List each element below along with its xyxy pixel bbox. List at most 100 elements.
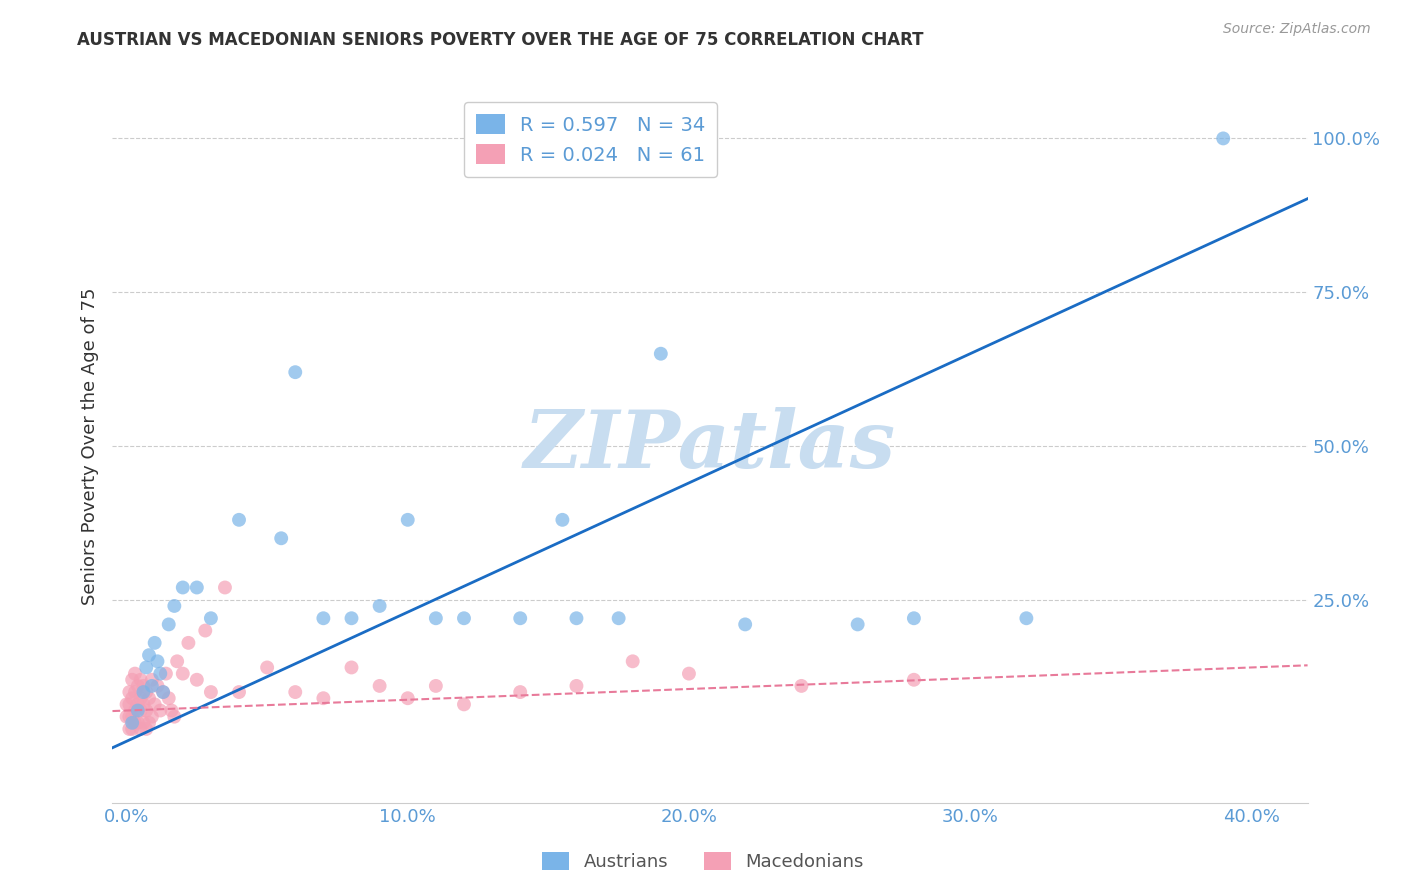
- Point: [135, 722, 157, 736]
- Point: [903, 673, 925, 687]
- Point: [124, 704, 146, 718]
- Point: [163, 709, 186, 723]
- Point: [284, 685, 307, 699]
- Text: ZIPatlas: ZIPatlas: [524, 408, 896, 484]
- Point: [121, 691, 143, 706]
- Point: [177, 636, 200, 650]
- Point: [141, 673, 163, 687]
- Point: [152, 685, 174, 699]
- Point: [607, 611, 630, 625]
- Point: [138, 691, 160, 706]
- Point: [132, 679, 155, 693]
- Point: [678, 666, 700, 681]
- Point: [135, 704, 157, 718]
- Point: [340, 611, 363, 625]
- Point: [903, 611, 925, 625]
- Point: [284, 365, 307, 379]
- Point: [118, 709, 141, 723]
- Point: [115, 709, 138, 723]
- Point: [143, 698, 166, 712]
- Point: [149, 704, 172, 718]
- Point: [157, 691, 180, 706]
- Point: [228, 513, 250, 527]
- Point: [565, 611, 588, 625]
- Point: [124, 666, 146, 681]
- Point: [270, 531, 292, 545]
- Point: [425, 679, 447, 693]
- Point: [368, 679, 391, 693]
- Point: [157, 617, 180, 632]
- Point: [152, 685, 174, 699]
- Point: [621, 654, 644, 668]
- Point: [396, 513, 419, 527]
- Point: [256, 660, 278, 674]
- Point: [127, 679, 149, 693]
- Point: [129, 722, 152, 736]
- Text: Source: ZipAtlas.com: Source: ZipAtlas.com: [1223, 22, 1371, 37]
- Point: [565, 679, 588, 693]
- Point: [1015, 611, 1038, 625]
- Point: [138, 648, 160, 662]
- Legend: R = 0.597   N = 34, R = 0.024   N = 61: R = 0.597 N = 34, R = 0.024 N = 61: [464, 103, 717, 177]
- Point: [312, 611, 335, 625]
- Point: [118, 685, 141, 699]
- Point: [141, 679, 163, 693]
- Point: [509, 685, 531, 699]
- Point: [121, 715, 143, 730]
- Point: [846, 617, 869, 632]
- Point: [166, 654, 188, 668]
- Point: [340, 660, 363, 674]
- Point: [121, 673, 143, 687]
- Point: [650, 347, 672, 361]
- Point: [734, 617, 756, 632]
- Point: [129, 673, 152, 687]
- Point: [121, 709, 143, 723]
- Legend: Austrians, Macedonians: Austrians, Macedonians: [534, 845, 872, 879]
- Point: [172, 666, 194, 681]
- Point: [368, 599, 391, 613]
- Point: [127, 704, 149, 718]
- Point: [132, 685, 155, 699]
- Point: [135, 660, 157, 674]
- Point: [121, 722, 143, 736]
- Point: [1212, 131, 1234, 145]
- Point: [186, 581, 208, 595]
- Point: [551, 513, 574, 527]
- Point: [425, 611, 447, 625]
- Point: [149, 666, 172, 681]
- Point: [155, 666, 177, 681]
- Point: [138, 715, 160, 730]
- Point: [127, 715, 149, 730]
- Point: [200, 611, 222, 625]
- Point: [790, 679, 813, 693]
- Point: [160, 704, 183, 718]
- Point: [396, 691, 419, 706]
- Point: [132, 715, 155, 730]
- Point: [132, 698, 155, 712]
- Point: [200, 685, 222, 699]
- Point: [453, 611, 475, 625]
- Point: [118, 722, 141, 736]
- Point: [127, 698, 149, 712]
- Point: [141, 709, 163, 723]
- Point: [186, 673, 208, 687]
- Point: [135, 685, 157, 699]
- Point: [146, 679, 169, 693]
- Point: [118, 698, 141, 712]
- Point: [115, 698, 138, 712]
- Point: [124, 685, 146, 699]
- Text: AUSTRIAN VS MACEDONIAN SENIORS POVERTY OVER THE AGE OF 75 CORRELATION CHART: AUSTRIAN VS MACEDONIAN SENIORS POVERTY O…: [77, 31, 924, 49]
- Point: [143, 636, 166, 650]
- Point: [214, 581, 236, 595]
- Point: [172, 581, 194, 595]
- Point: [124, 715, 146, 730]
- Point: [509, 611, 531, 625]
- Point: [129, 691, 152, 706]
- Point: [146, 654, 169, 668]
- Point: [129, 704, 152, 718]
- Point: [453, 698, 475, 712]
- Point: [228, 685, 250, 699]
- Point: [163, 599, 186, 613]
- Point: [312, 691, 335, 706]
- Point: [194, 624, 217, 638]
